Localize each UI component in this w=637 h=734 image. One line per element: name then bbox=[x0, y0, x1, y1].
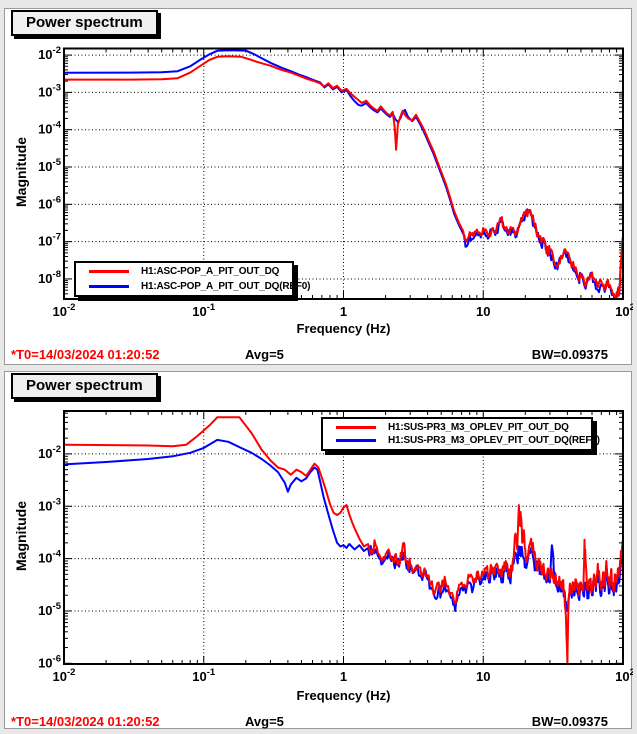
legend-label: H1:ASC-POP_A_PIT_OUT_DQ bbox=[141, 266, 280, 278]
svg-text:1: 1 bbox=[340, 669, 347, 684]
svg-text:10-3: 10-3 bbox=[38, 496, 61, 513]
plot-title: Power spectrum bbox=[26, 14, 143, 31]
svg-text:1: 1 bbox=[340, 304, 347, 319]
legend-line-blue bbox=[89, 284, 129, 288]
legend-box: H1:ASC-POP_A_PIT_OUT_DQ H1:ASC-POP_A_PIT… bbox=[74, 261, 310, 297]
svg-text:10-7: 10-7 bbox=[38, 232, 61, 249]
bw-value: BW=0.09375 bbox=[531, 714, 608, 729]
svg-text:10-1: 10-1 bbox=[192, 302, 216, 319]
plot-footer: *T0=14/03/2024 01:20:52 Avg=5 BW=0.09375 bbox=[5, 347, 631, 363]
t0-timestamp: *T0=14/03/2024 01:20:52 bbox=[11, 347, 160, 362]
legend-line-blue bbox=[336, 439, 376, 443]
legend-label: H1:ASC-POP_A_PIT_OUT_DQ(REF0) bbox=[141, 280, 311, 292]
legend-entry: H1:ASC-POP_A_PIT_OUT_DQ(REF0) bbox=[76, 281, 310, 292]
plot-title-box: Power spectrum bbox=[11, 373, 158, 399]
svg-text:10: 10 bbox=[476, 304, 490, 319]
svg-text:10-5: 10-5 bbox=[38, 601, 62, 618]
svg-text:10-2: 10-2 bbox=[38, 444, 61, 461]
svg-text:10-2: 10-2 bbox=[38, 45, 61, 62]
legend-label: H1:SUS-PR3_M3_OPLEV_PIT_OUT_DQ(REF1) bbox=[388, 435, 600, 447]
svg-text:10-3: 10-3 bbox=[38, 82, 61, 99]
plot-canvas-bottom[interactable]: 10-2 10-1 1 10 102 10-2 10-3 10-4 10-5 10-6 bbox=[5, 372, 633, 730]
legend-line-red bbox=[89, 270, 129, 274]
svg-text:10-2: 10-2 bbox=[53, 302, 76, 319]
plot-footer: *T0=14/03/2024 01:20:52 Avg=5 BW=0.09375 bbox=[5, 714, 631, 730]
t0-timestamp: *T0=14/03/2024 01:20:52 bbox=[11, 714, 160, 729]
legend-entry: H1:SUS-PR3_M3_OPLEV_PIT_OUT_DQ bbox=[323, 422, 591, 433]
spectrum-panel-top: 10-2 10-1 1 10 102 10-2 10-3 10-4 10-5 10-6 10-7 10… bbox=[4, 8, 633, 366]
legend-entry: H1:SUS-PR3_M3_OPLEV_PIT_OUT_DQ(REF1) bbox=[323, 435, 600, 446]
svg-text:102: 102 bbox=[615, 667, 633, 684]
legend-line-red bbox=[336, 425, 376, 429]
spectrum-panel-bottom: 10-2 10-1 1 10 102 10-2 10-3 10-4 10-5 10-6 Power… bbox=[4, 371, 633, 730]
x-axis-label: Frequency (Hz) bbox=[296, 688, 391, 703]
svg-text:10-6: 10-6 bbox=[38, 653, 61, 670]
svg-text:10-5: 10-5 bbox=[38, 157, 62, 174]
avg-value: Avg=5 bbox=[245, 714, 284, 729]
svg-text:102: 102 bbox=[615, 302, 633, 319]
plot-title: Power spectrum bbox=[26, 377, 143, 394]
avg-value: Avg=5 bbox=[245, 347, 284, 362]
legend-box: H1:SUS-PR3_M3_OPLEV_PIT_OUT_DQ H1:SUS-PR… bbox=[321, 417, 600, 451]
svg-text:10-6: 10-6 bbox=[38, 194, 61, 211]
legend-label: H1:SUS-PR3_M3_OPLEV_PIT_OUT_DQ bbox=[388, 421, 569, 433]
legend-entry: H1:ASC-POP_A_PIT_OUT_DQ bbox=[76, 266, 292, 277]
svg-text:10: 10 bbox=[476, 669, 490, 684]
svg-text:10-2: 10-2 bbox=[53, 667, 76, 684]
plot-title-box: Power spectrum bbox=[11, 10, 158, 36]
x-axis-label: Frequency (Hz) bbox=[296, 321, 391, 336]
bw-value: BW=0.09375 bbox=[531, 347, 608, 362]
svg-text:10-8: 10-8 bbox=[38, 269, 61, 286]
svg-text:10-4: 10-4 bbox=[38, 549, 62, 566]
svg-text:10-1: 10-1 bbox=[192, 667, 216, 684]
plot-canvas-top[interactable]: 10-2 10-1 1 10 102 10-2 10-3 10-4 10-5 10-6 10-7 10… bbox=[5, 9, 633, 366]
svg-text:10-4: 10-4 bbox=[38, 120, 62, 137]
